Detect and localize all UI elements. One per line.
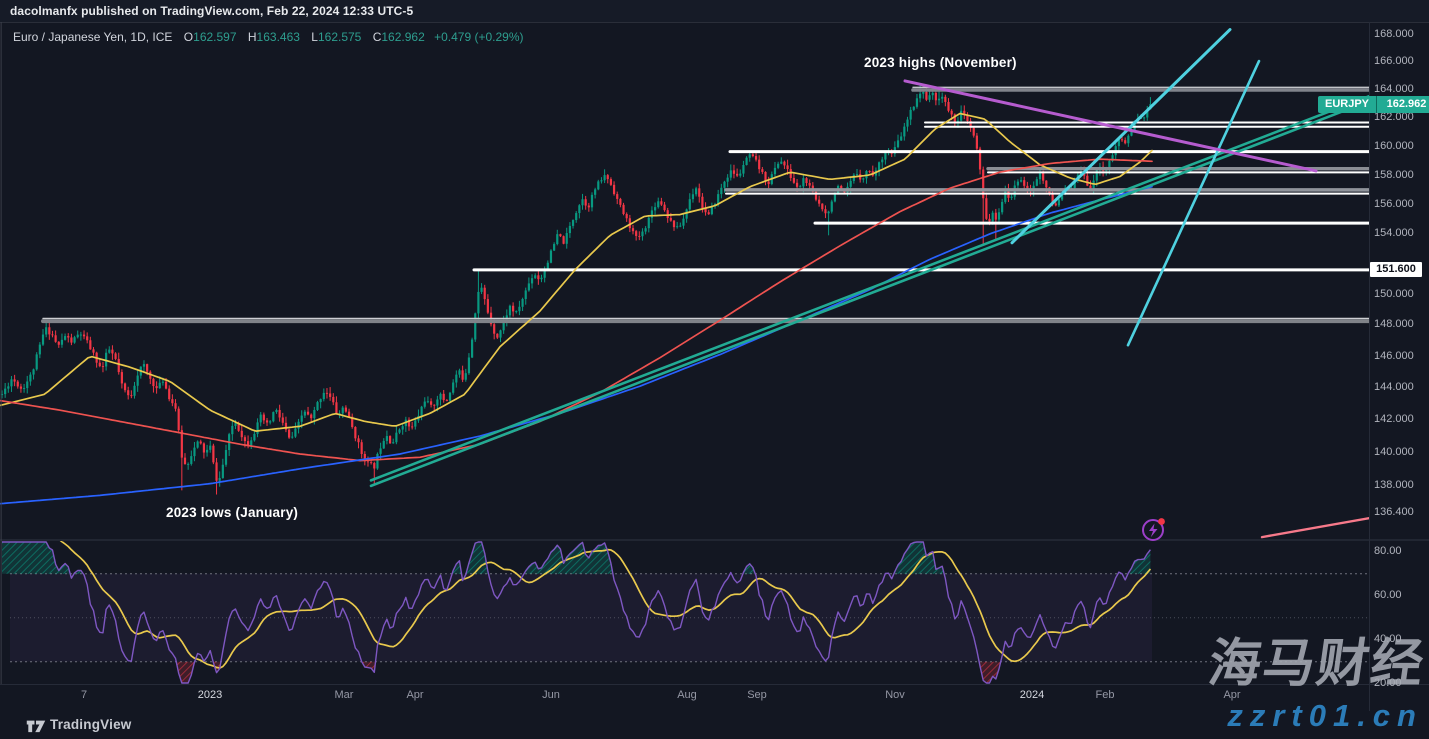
badge-price: 162.962 — [1376, 95, 1429, 113]
descending-from-highs — [903, 79, 1318, 173]
open-label: O — [183, 30, 194, 44]
steep-ray-2 — [1126, 59, 1261, 347]
rsi-tick-80.00: 80.00 — [1374, 545, 1402, 558]
badge-symbol: EURJPY — [1318, 95, 1377, 113]
close-value: 162.962 — [381, 30, 425, 44]
time-tick-Nov: Nov — [885, 689, 905, 701]
time-tick-2024: 2024 — [1019, 689, 1045, 701]
high-label: H — [247, 30, 257, 44]
watermark-url: zzrt01.cn — [1227, 698, 1423, 733]
footer-bar: TradingView — [0, 711, 1429, 739]
low-value: 162.575 — [317, 30, 362, 44]
price-tick-166.000: 166.000 — [1374, 55, 1414, 68]
price-tick-162.000: 162.000 — [1374, 111, 1414, 124]
time-tick-Apr: Apr — [1223, 689, 1241, 701]
time-tick-Aug: Aug — [677, 689, 697, 701]
time-tick-Sep: Sep — [747, 689, 767, 701]
channel-upper — [369, 94, 1369, 482]
last-price-badge: EURJPY 162.962 — [1318, 95, 1429, 113]
price-tick-148.000: 148.000 — [1374, 318, 1414, 331]
price-tick-150.000: 150.000 — [1374, 287, 1414, 300]
time-scale[interactable]: 7 2023 Mar Apr Jun Aug Sep Nov 2024 Feb Apr — [0, 689, 1429, 707]
time-tick-2023: 2023 — [197, 689, 223, 701]
price-tick-160.000: 160.000 — [1374, 139, 1414, 152]
time-tick-Jun: Jun — [542, 689, 560, 701]
rsi-line — [2, 541, 1151, 684]
annotation-2023-lows: 2023 lows (January) — [166, 505, 299, 520]
notification-dot — [1158, 518, 1165, 525]
pink-support — [1260, 516, 1369, 539]
close-label: C — [372, 30, 382, 44]
tradingview-logo-icon[interactable] — [26, 718, 46, 734]
price-tick-136.400: 136.400 — [1374, 505, 1414, 518]
tradingview-wordmark[interactable]: TradingView — [50, 717, 132, 732]
bolt-glyph — [1149, 523, 1158, 538]
price-tick-164.000: 164.000 — [1374, 83, 1414, 96]
rsi-ma-line — [59, 541, 1152, 669]
time-tick-Feb: Feb — [1095, 689, 1115, 701]
watermark-cjk: 海马财经 — [1204, 635, 1429, 693]
symbol-legend: Euro / Japanese Yen, 1D, ICE O162.597 H1… — [13, 30, 524, 44]
annotation-2023-highs: 2023 highs (November) — [864, 55, 1017, 70]
rsi-tick-60.00: 60.00 — [1374, 589, 1402, 602]
symbol-title: Euro / Japanese Yen, 1D, ICE — [13, 30, 173, 44]
price-tick-140.000: 140.000 — [1374, 445, 1414, 458]
publish-line: dacolmanfx published on TradingView.com,… — [10, 4, 414, 18]
channel-lower — [369, 99, 1369, 488]
high-value: 163.463 — [256, 30, 300, 44]
price-tick-168.000: 168.000 — [1374, 27, 1414, 40]
time-tick-Apr: Apr — [406, 689, 424, 701]
price-tick-154.000: 154.000 — [1374, 227, 1414, 240]
change-value: +0.479 (+0.29%) — [434, 30, 524, 44]
rsi-tick-40.00: 40.00 — [1374, 633, 1402, 646]
price-tick-144.000: 144.000 — [1374, 381, 1414, 394]
time-tick-7: 7 — [80, 689, 88, 701]
price-tick-138.000: 138.000 — [1374, 478, 1414, 491]
price-tick-158.000: 158.000 — [1374, 168, 1414, 181]
ma-fast-yellow — [0, 112, 1153, 432]
rsi-tick-20.00: 20.00 — [1374, 677, 1402, 690]
level-price-label: 151.600 — [1370, 262, 1422, 278]
steep-ray-1 — [1010, 28, 1232, 245]
price-tick-156.000: 156.000 — [1374, 197, 1414, 210]
open-value: 162.597 — [193, 30, 237, 44]
low-label: L — [311, 30, 318, 44]
time-tick-Mar: Mar — [334, 689, 354, 701]
price-scale[interactable]: 168.000 166.000 164.000 162.000 160.000 158.0… — [1370, 22, 1429, 711]
price-tick-146.000: 146.000 — [1374, 349, 1414, 362]
ma-mid-red — [0, 158, 1153, 462]
price-tick-142.000: 142.000 — [1374, 413, 1414, 426]
lightning-signal-icon[interactable] — [1138, 514, 1168, 544]
